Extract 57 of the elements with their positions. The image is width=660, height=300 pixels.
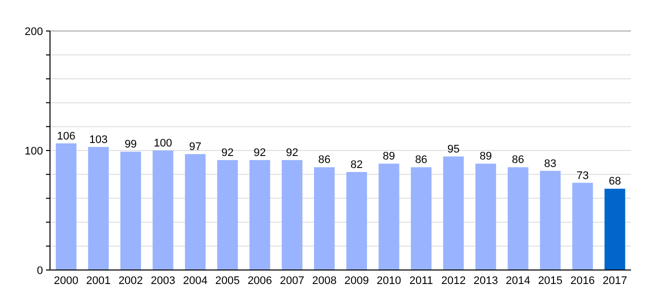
bar [378, 164, 400, 270]
bar [217, 160, 238, 270]
data-label: 86 [512, 154, 524, 166]
x-tick-label: 2000 [54, 275, 78, 287]
data-label: 92 [286, 147, 298, 160]
bar [249, 160, 270, 270]
y-tick-label: 0 [36, 264, 43, 277]
x-tick-label: 2007 [280, 275, 304, 287]
x-tick-label: 2011 [409, 275, 434, 287]
data-label: 86 [318, 154, 330, 166]
bar [282, 160, 302, 270]
bar [475, 164, 496, 270]
data-label: 99 [124, 138, 137, 151]
bar [88, 146, 109, 270]
data-label: 68 [608, 176, 621, 188]
bar [443, 156, 464, 270]
data-label: 89 [382, 150, 396, 163]
bar [346, 172, 367, 270]
bar [540, 170, 561, 270]
data-label: 92 [254, 147, 266, 160]
data-label: 100 [154, 138, 172, 150]
bar [508, 167, 528, 270]
data-label: 82 [350, 159, 363, 172]
x-tick-label: 2015 [538, 275, 563, 287]
x-tick-label: 2005 [215, 275, 240, 287]
bar [604, 188, 626, 270]
data-label: 86 [415, 154, 428, 166]
x-tick-label: 2016 [570, 275, 595, 287]
data-label: 73 [576, 170, 589, 182]
data-label: 83 [544, 158, 556, 170]
bar [120, 152, 142, 270]
bar [56, 143, 76, 270]
x-tick-label: 2003 [150, 275, 176, 287]
data-label: 103 [89, 134, 108, 146]
x-tick-label: 2004 [183, 275, 208, 287]
x-tick-label: 2002 [118, 275, 143, 287]
data-label: 106 [56, 130, 76, 142]
bar [152, 150, 174, 270]
data-label: 97 [189, 141, 202, 154]
data-label: 92 [221, 147, 234, 160]
bar [410, 167, 432, 270]
y-tick-label: 100 [24, 145, 43, 158]
x-tick-label: 2001 [86, 275, 111, 287]
x-tick-label: 2012 [441, 275, 466, 287]
x-tick-label: 2017 [602, 275, 628, 287]
bar [572, 182, 593, 270]
bar [314, 167, 335, 270]
x-tick-label: 2008 [312, 275, 337, 287]
x-tick-label: 2010 [376, 275, 402, 287]
y-tick-label: 200 [24, 26, 43, 38]
data-label: 95 [447, 143, 460, 156]
x-tick-label: 2013 [474, 275, 498, 287]
x-tick-label: 2009 [344, 275, 369, 287]
x-tick-label: 2014 [506, 275, 530, 287]
data-label: 89 [480, 150, 492, 163]
x-tick-label: 2006 [248, 275, 272, 287]
bar [184, 154, 206, 270]
